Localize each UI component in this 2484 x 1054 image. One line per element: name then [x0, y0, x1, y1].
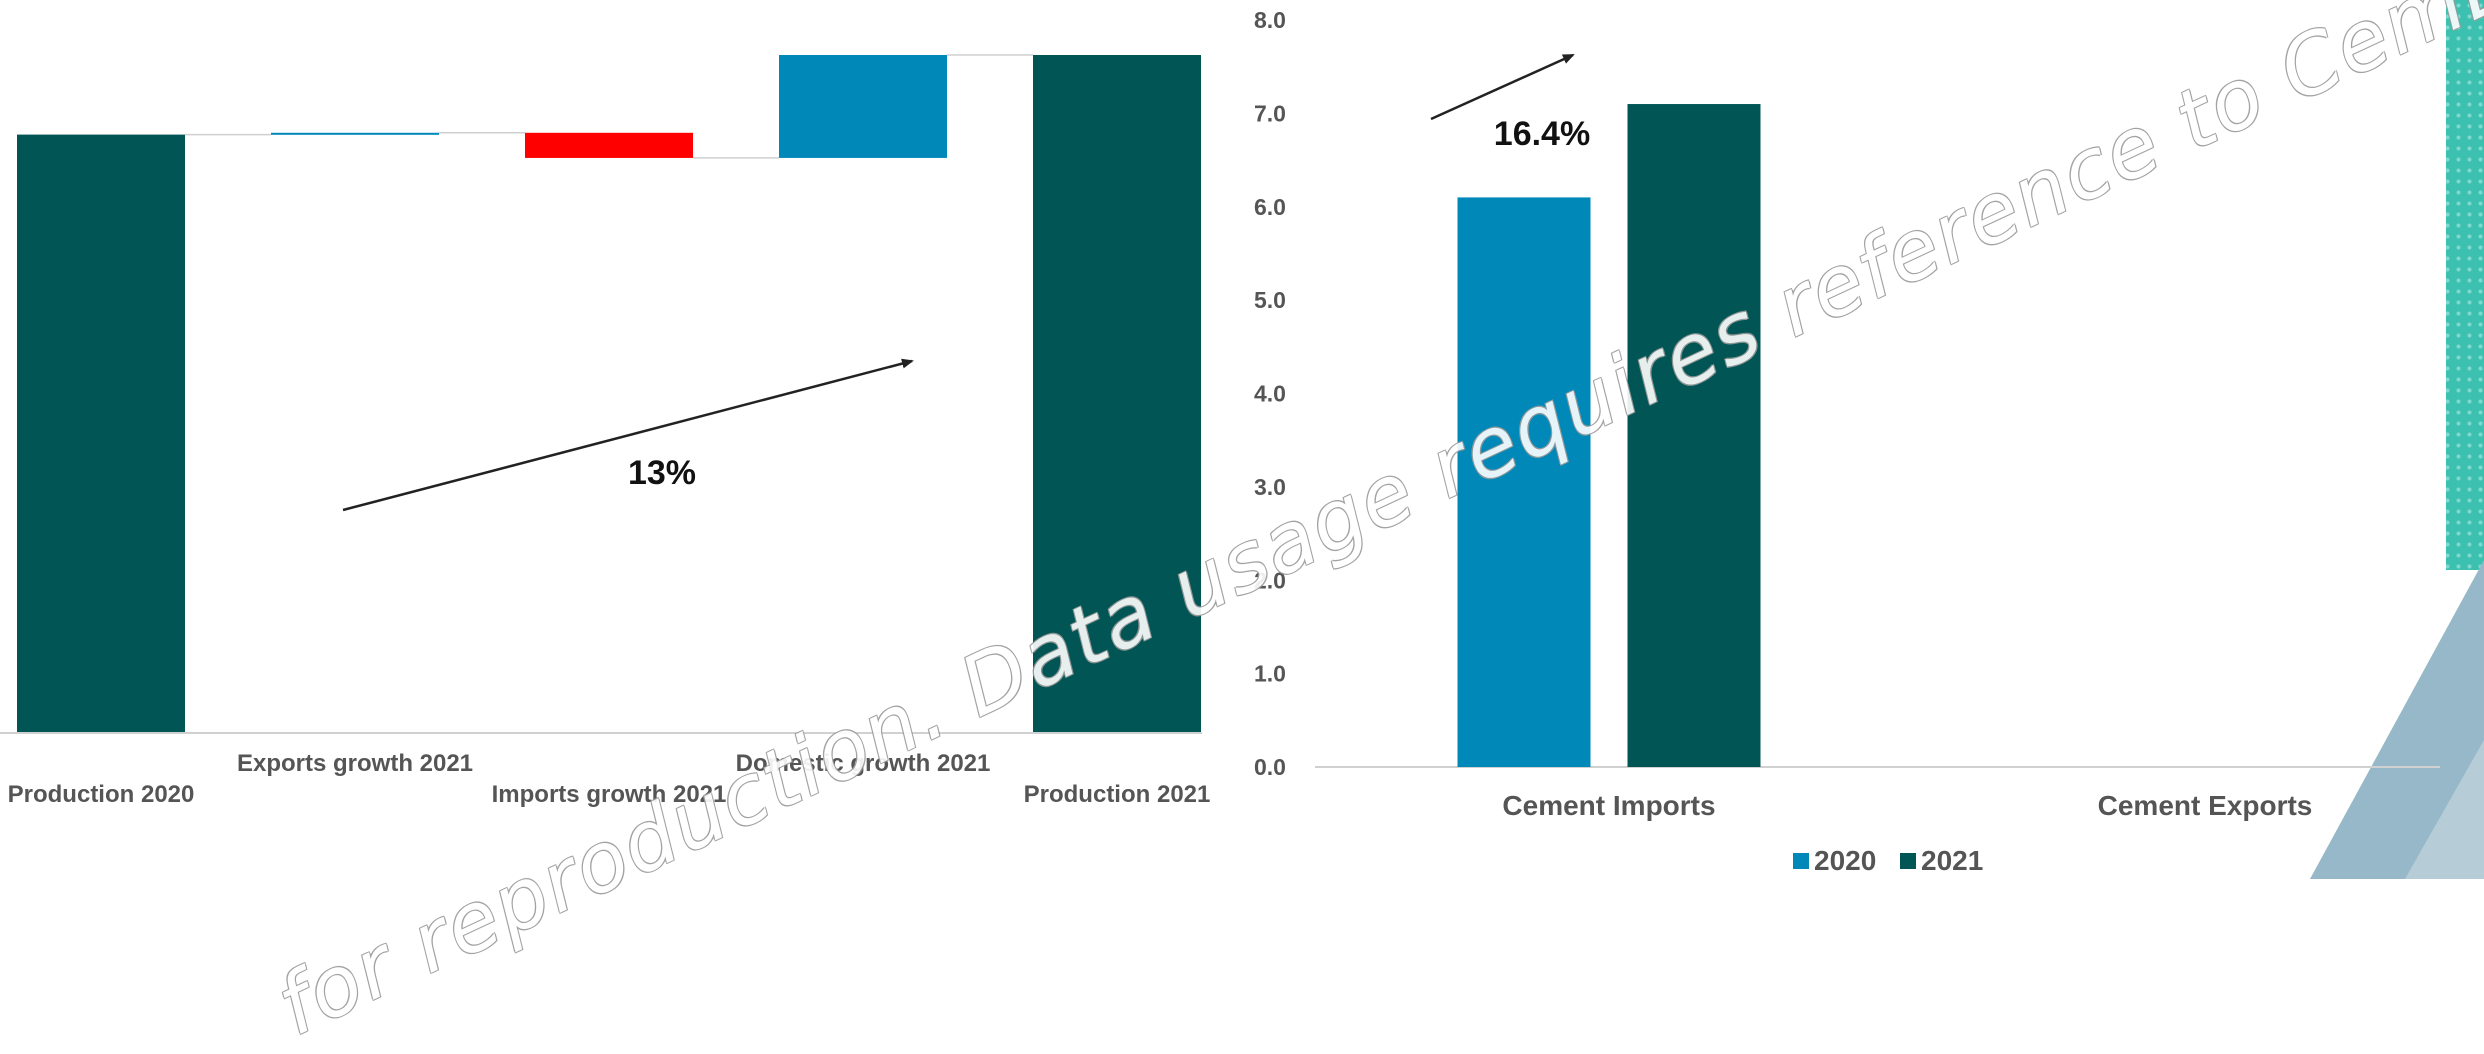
trade-bar-2020	[1457, 197, 1591, 768]
waterfall-chart: Production 2020 Exports growth 2021 Import…	[0, 54, 1211, 808]
trade-category-labels: Cement Imports Cement Exports	[1502, 790, 2312, 821]
trade-category-label: Cement Exports	[2098, 790, 2313, 821]
trade-y-tick-label: 6.0	[1254, 194, 1286, 220]
legend-label-2020: 2020	[1814, 845, 1876, 876]
trade-y-tick-label: 8.0	[1254, 7, 1286, 33]
waterfall-connectors	[185, 54, 1033, 159]
waterfall-growth-arrow	[342, 358, 914, 512]
waterfall-growth-annotation: 13%	[628, 454, 696, 492]
trade-y-axis-ticks: 0.0 1.0 2.0 3.0 4.0 5.0 6.0 7.0 8.0	[1254, 7, 1286, 780]
trade-bar-2021	[1627, 104, 1761, 768]
waterfall-bars	[17, 55, 1201, 734]
waterfall-bar-4	[779, 55, 947, 158]
trade-y-tick-label: 2.0	[1254, 567, 1286, 593]
legend-swatch-2021	[1900, 853, 1916, 869]
waterfall-bar-2	[271, 132, 439, 135]
trade-legend: 2020 2021	[1793, 845, 1983, 876]
waterfall-category-label: Imports growth 2021	[492, 781, 727, 808]
trade-y-tick-label: 7.0	[1254, 100, 1286, 126]
trade-y-tick-label: 4.0	[1254, 381, 1286, 407]
waterfall-bar-3	[525, 132, 693, 158]
waterfall-category-label: Domestic growth 2021	[736, 750, 991, 777]
waterfall-category-label: Production 2021	[1024, 781, 1211, 808]
waterfall-category-label: Production 2020	[8, 781, 195, 808]
waterfall-bar-5	[1033, 55, 1201, 733]
legend-swatch-2020	[1793, 853, 1809, 869]
steel-decor-wedge	[2405, 740, 2484, 879]
legend-label-2021: 2021	[1921, 845, 1983, 876]
waterfall-category-labels: Production 2020 Exports growth 2021 Import…	[8, 750, 1211, 808]
trade-category-label: Cement Imports	[1502, 790, 1715, 821]
waterfall-category-label: Exports growth 2021	[237, 750, 473, 777]
steel-decor-triangle	[2310, 560, 2484, 879]
trade-y-tick-label: 1.0	[1254, 661, 1286, 687]
stage: Production 2020 Exports growth 2021 Import…	[0, 0, 2484, 879]
trade-growth-arrow	[1430, 53, 1575, 121]
waterfall-bar-1	[17, 134, 185, 734]
trade-y-tick-label: 0.0	[1254, 754, 1286, 780]
dotted-decor-strip	[2446, 0, 2484, 570]
trade-growth-annotation: 16.4%	[1494, 115, 1590, 153]
decor-panel	[2310, 0, 2484, 879]
trade-bars	[1457, 104, 1761, 768]
trade-y-tick-label: 3.0	[1254, 474, 1286, 500]
trade-bar-chart: 0.0 1.0 2.0 3.0 4.0 5.0 6.0 7.0 8.0 Cement Impor…	[1254, 7, 2440, 876]
trade-y-tick-label: 5.0	[1254, 287, 1286, 313]
